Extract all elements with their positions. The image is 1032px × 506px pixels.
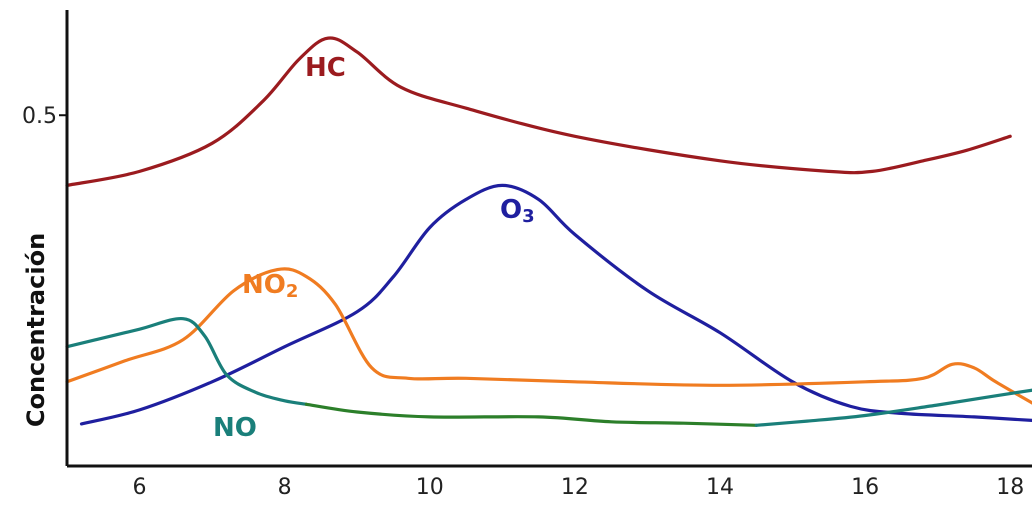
- series-line-hc: [65, 36, 1012, 187]
- series-label-main: HC: [305, 53, 346, 83]
- series-label-subscript: 3: [522, 206, 535, 227]
- series-label-o3: O3: [500, 195, 535, 227]
- y-axis-title: Concentración: [22, 233, 50, 427]
- series-line-no2: [65, 267, 1032, 405]
- x-tick-label: 14: [706, 475, 734, 500]
- series-label-main: NO: [213, 413, 257, 443]
- series-label-main: O: [500, 195, 522, 225]
- series-label-no-midday: NO: [213, 413, 257, 443]
- series-line-no-evening: [754, 388, 1032, 427]
- x-tick-label: 8: [278, 475, 292, 500]
- x-tick-label: 6: [133, 475, 147, 500]
- series-label-main: NO: [242, 270, 286, 300]
- y-tick-label: 0.5: [22, 104, 57, 129]
- series-line-no-rising: [65, 317, 308, 406]
- series-label-no2: NO2: [242, 270, 298, 302]
- series-label-hc: HC: [305, 53, 346, 83]
- x-tick-label: 18: [996, 475, 1024, 500]
- series-label-subscript: 2: [286, 281, 299, 302]
- plot-area: [65, 36, 1032, 427]
- x-tick-label: 12: [561, 475, 589, 500]
- series-line-o3: [79, 183, 1032, 426]
- series-line-no-midday: [304, 402, 758, 427]
- x-tick-label: 16: [851, 475, 879, 500]
- axes: 6 8 10 12 14 16 18 0.5: [22, 10, 1032, 500]
- x-tick-label: 10: [416, 475, 444, 500]
